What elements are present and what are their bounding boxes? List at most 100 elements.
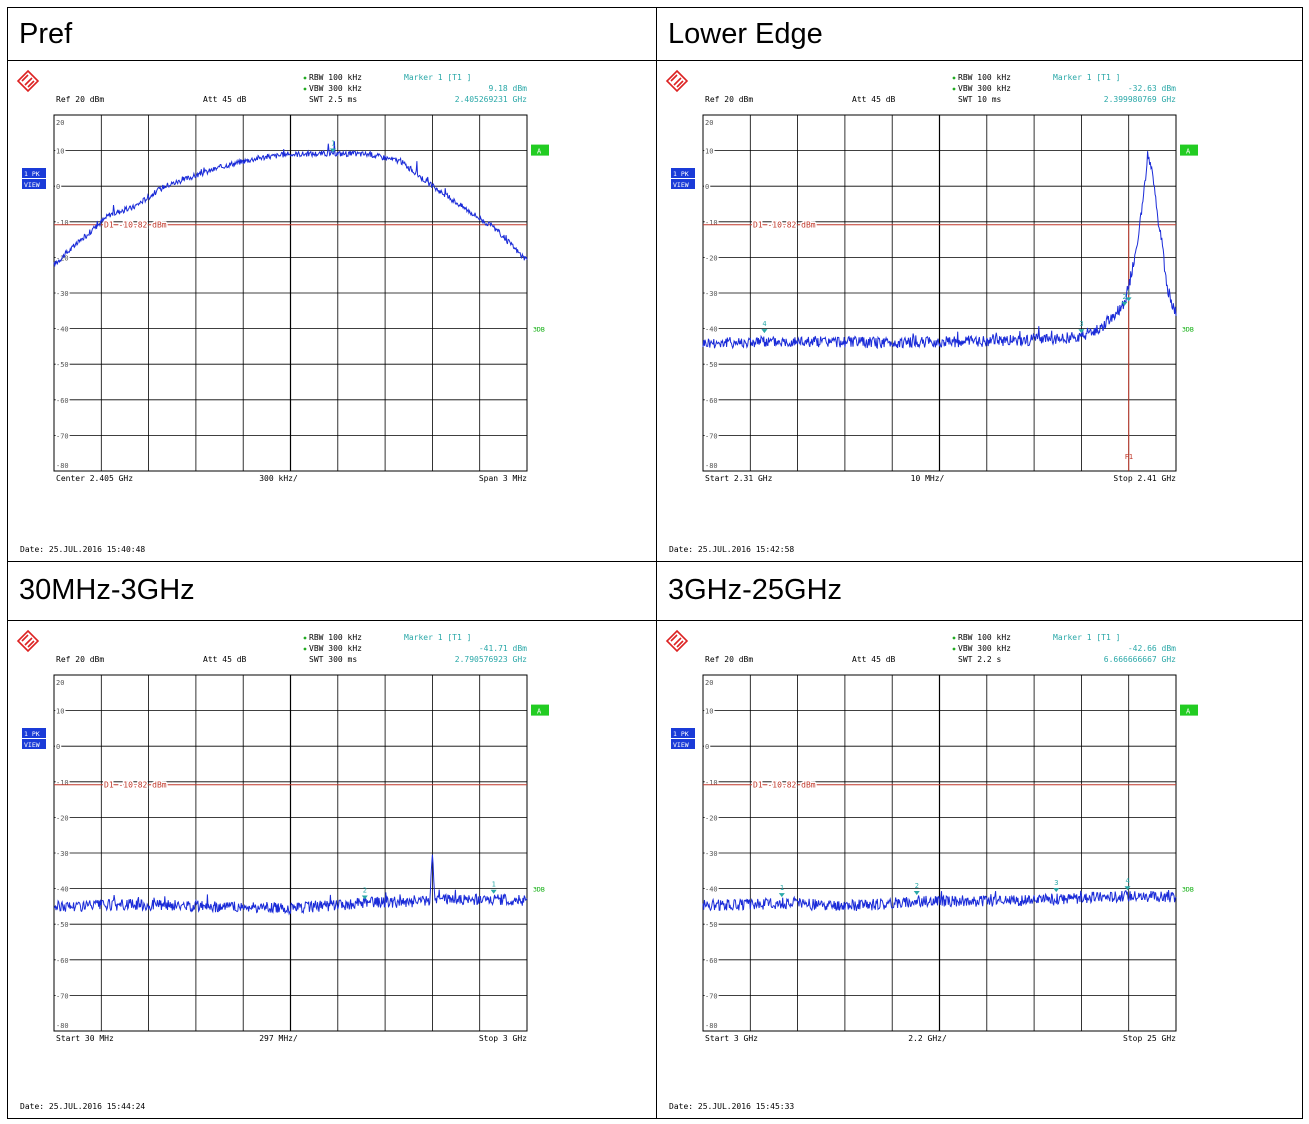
rs-logo-icon (16, 69, 40, 93)
vbw-indicator-dot (303, 647, 307, 651)
ref-level-label: Ref 20 dBm (56, 95, 104, 104)
marker-triangle (1053, 888, 1060, 893)
limit-line-label: D1 -10.82 dBm (104, 781, 167, 790)
marker-triangle (1121, 301, 1128, 306)
y-tick-label: 0 (56, 743, 60, 751)
panel-title: 3GHz-25GHz (668, 574, 843, 606)
y-tick-label: -50 (705, 361, 718, 369)
sweep-time-label: SWT 300 ms (309, 655, 357, 664)
capture-date: Date: 25.JUL.2016 15:45:33 (669, 1102, 794, 1111)
marker-readout-freq: 2.790576923 GHz (455, 655, 527, 664)
marker-triangle (778, 893, 785, 898)
marker-number: 3 (1054, 879, 1058, 887)
trace-a-tag (1180, 144, 1198, 156)
y-tick-label: -40 (56, 886, 69, 894)
marker-number: 3 (1079, 320, 1083, 328)
y-tick-label: -80 (56, 462, 69, 470)
logo-stroke (670, 74, 684, 88)
table-divider-h1 (8, 60, 1302, 61)
rbw-label: RBW 100 kHz (309, 633, 362, 642)
y-tick-label: -50 (56, 361, 69, 369)
y-tick-label: -70 (56, 432, 69, 440)
x-start-label: Start 3 GHz (705, 1034, 758, 1043)
attenuation-label: Att 45 dB (203, 95, 247, 104)
attenuation-label: Att 45 dB (852, 655, 896, 664)
x-start-label: Center 2.405 GHz (56, 474, 133, 483)
capture-date: Date: 25.JUL.2016 15:40:48 (20, 545, 145, 554)
table-divider-h2 (8, 561, 1302, 562)
limit-line-label: D1 -10.82 dBm (753, 221, 816, 230)
marker-readout-label: Marker 1 [T1 ] (1053, 73, 1120, 82)
marker-number: 2 (915, 882, 919, 890)
x-stop-label: Stop 3 GHz (479, 1034, 527, 1043)
y-tick-label: -60 (56, 397, 69, 405)
y-tick-label: 20 (705, 679, 713, 687)
y-tick-label: -20 (705, 814, 718, 822)
y-tick-label: -60 (705, 397, 718, 405)
y-tick-label: 20 (705, 119, 713, 127)
vbw-indicator-dot (952, 87, 956, 91)
trace-tag-label: 1 PK (24, 170, 40, 178)
marker-number: 1 (492, 881, 496, 889)
x-stop-label: Stop 2.41 GHz (1113, 474, 1176, 483)
analyzer-screenshot: RBW 100 kHz VBW 300 kHz Ref 20 dBm Att 45 d… (657, 621, 1302, 1118)
analyzer-screenshot: RBW 100 kHz VBW 300 kHz Ref 20 dBm Att 45 d… (8, 621, 656, 1118)
marker-triangle (1078, 329, 1085, 334)
trace-a-tag-label: A (537, 708, 542, 716)
ref-level-label: Ref 20 dBm (705, 655, 753, 664)
panel-title: Pref (19, 18, 73, 50)
marker-triangle (329, 148, 336, 153)
rbw-indicator-dot (952, 636, 956, 640)
trace-a-tag (1180, 704, 1198, 716)
rbw-indicator-dot (303, 636, 307, 640)
marker-triangle (490, 889, 497, 894)
trace-a-tag (531, 144, 549, 156)
y-tick-label: -60 (705, 957, 718, 965)
y-tick-label: -30 (56, 290, 69, 298)
x-division-label: 2.2 GHz/ (908, 1034, 947, 1043)
sweep-time-label: SWT 10 ms (958, 95, 1002, 104)
figure-table: Pref Lower Edge 30MHz-3GHz 3GHz-25GHz RB… (7, 7, 1303, 1119)
rs-logo-icon (16, 629, 40, 653)
y-tick-label: -30 (56, 850, 69, 858)
x-division-label: 300 kHz/ (259, 474, 298, 483)
marker-readout-freq: 2.405269231 GHz (455, 95, 527, 104)
vbw-label: VBW 300 kHz (958, 84, 1011, 93)
y-tick-label: -40 (705, 886, 718, 894)
y-tick-label: -50 (56, 921, 69, 929)
trace-a-tag-label: A (537, 148, 542, 156)
capture-date: Date: 25.JUL.2016 15:44:24 (20, 1102, 145, 1111)
y-tick-label: -80 (705, 1022, 718, 1030)
y-tick-label: 10 (56, 708, 64, 716)
spectrum-trace (702, 151, 1177, 350)
vbw-indicator-dot (303, 87, 307, 91)
trace-a-tag-label: A (1186, 708, 1191, 716)
frequency-line-f1-label: F1 (1125, 453, 1133, 461)
marker-number: 4 (762, 320, 766, 328)
limit-line-label: D1 -10.82 dBm (753, 781, 816, 790)
y-tick-label: 10 (56, 148, 64, 156)
y-tick-label: -10 (56, 779, 69, 787)
rbw-indicator-dot (303, 76, 307, 80)
marker-readout-freq: 6.666666667 GHz (1104, 655, 1176, 664)
marker-triangle (1125, 297, 1132, 302)
rbw-label: RBW 100 kHz (958, 633, 1011, 642)
marker-number: 1 (331, 140, 335, 148)
y-tick-label: -10 (705, 779, 718, 787)
trace-a-tag-label: A (1186, 148, 1191, 156)
marker-readout-level: -42.66 dBm (1128, 644, 1176, 653)
marker-readout-level: -32.63 dBm (1128, 84, 1176, 93)
y-tick-label: -70 (705, 432, 718, 440)
marker-triangle (913, 890, 920, 895)
view-tag-label: VIEW (24, 181, 40, 189)
capture-date: Date: 25.JUL.2016 15:42:58 (669, 545, 794, 554)
spectrum-svg: RBW 100 kHz VBW 300 kHz Ref 20 dBm Att 45 d… (16, 69, 549, 554)
y-tick-label: 10 (705, 148, 713, 156)
y-tick-label: -80 (56, 1022, 69, 1030)
trace-tag-label: 1 PK (24, 730, 40, 738)
y-tick-label: -40 (705, 326, 718, 334)
rbw-label: RBW 100 kHz (309, 73, 362, 82)
panel-title: Lower Edge (668, 18, 823, 50)
y-tick-label: 20 (56, 119, 64, 127)
spectrum-svg: RBW 100 kHz VBW 300 kHz Ref 20 dBm Att 45 d… (16, 629, 549, 1111)
